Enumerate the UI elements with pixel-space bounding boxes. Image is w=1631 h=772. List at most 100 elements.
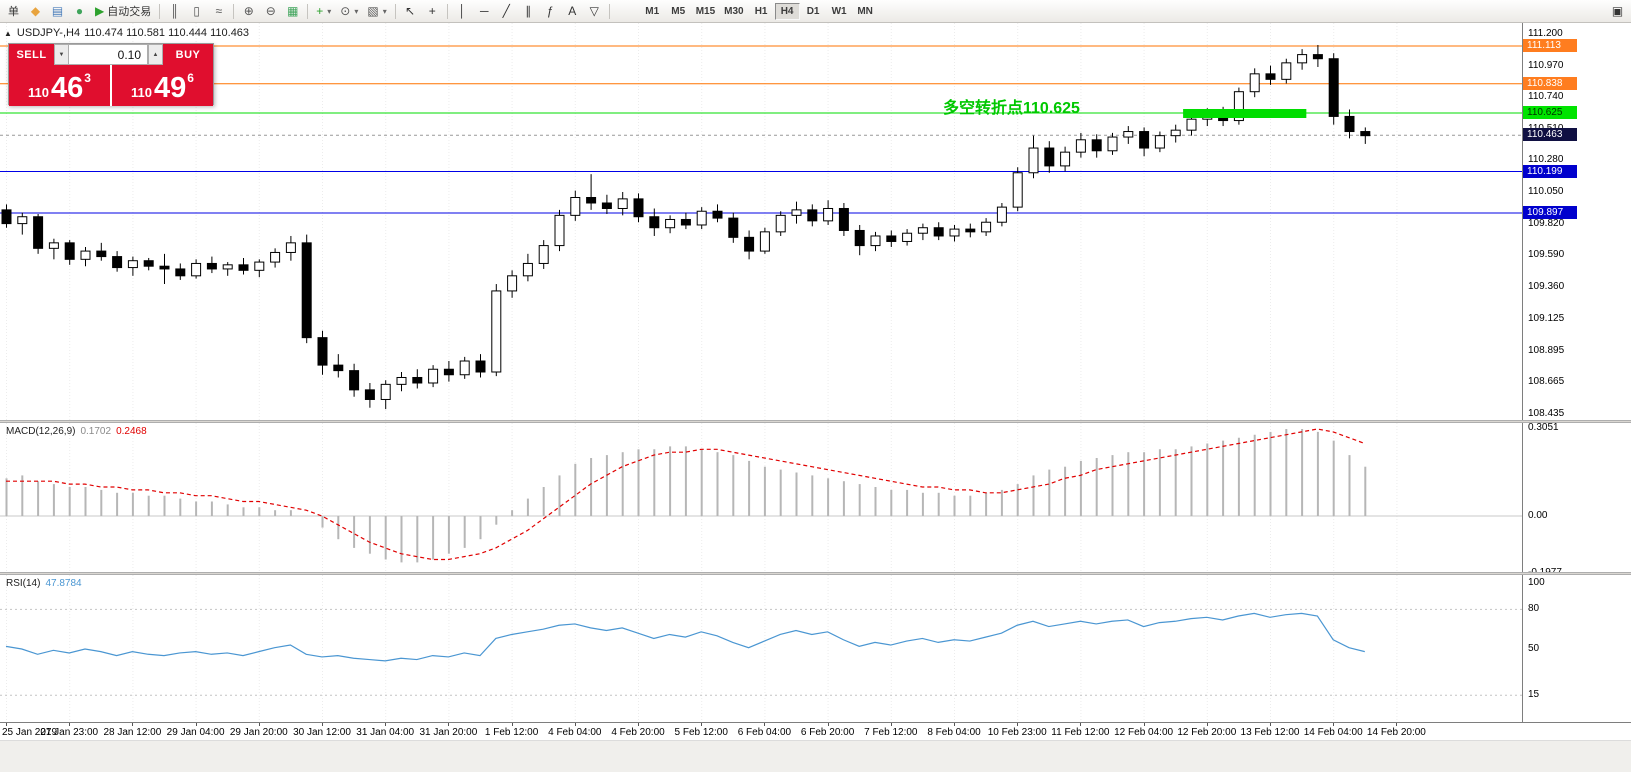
time-axis-label: 25 Jan 2019 <box>2 727 58 738</box>
indicators-button[interactable]: + ▾ <box>312 2 335 21</box>
market-watch-icon: ▤ <box>51 4 64 18</box>
sell-price-display[interactable]: 110 46 3 <box>9 65 110 106</box>
time-axis-label: 8 Feb 04:00 <box>927 727 981 738</box>
price-axis-label: 110.050 <box>1528 186 1564 197</box>
tile-windows-button[interactable]: ▦ <box>282 2 303 21</box>
time-axis-label: 29 Jan 04:00 <box>166 727 225 738</box>
time-axis-tick <box>574 723 576 726</box>
timeframe-h1-button[interactable]: H1 <box>754 5 768 17</box>
macd-name: MACD(12,26,9) <box>6 426 76 437</box>
metaquotes-button[interactable]: ◆ <box>25 2 46 21</box>
time-axis-tick <box>1206 723 1208 726</box>
time-axis-label: 12 Feb 04:00 <box>1114 727 1174 738</box>
timeframe-w1-button[interactable]: W1 <box>831 5 847 17</box>
timeframe-m1-button[interactable]: M1 <box>645 5 660 17</box>
price-axis-label: 108.665 <box>1528 376 1565 388</box>
time-axis-tick <box>764 723 766 726</box>
order-options-button[interactable]: ▼ <box>54 44 69 65</box>
price-divider <box>110 65 112 106</box>
buy-button[interactable]: BUY <box>163 44 213 65</box>
channel-button[interactable]: ∥ <box>518 2 539 21</box>
price-axis-label: 109.820 <box>1528 217 1565 229</box>
rsi-axis-label: 50 <box>1528 643 1540 654</box>
line-chart-icon: ≈ <box>215 4 223 18</box>
macd-main-value: 0.1702 <box>80 426 112 437</box>
window-button[interactable]: ▣ <box>1607 2 1628 21</box>
volume-up-button[interactable]: ▲ <box>148 44 163 65</box>
timeframe-m5-button[interactable]: M5 <box>671 5 686 17</box>
time-axis[interactable]: 25 Jan 2019 27 Jan 23:00 28 Jan 12:00 29 Ja… <box>0 722 1631 740</box>
timeframe-d1-button[interactable]: D1 <box>806 5 820 17</box>
new-order-button[interactable]: 单 <box>3 2 24 21</box>
time-axis-tick <box>195 723 197 726</box>
chevron-up-icon: ▲ <box>152 51 159 58</box>
arrows-button[interactable]: ▽ <box>584 2 605 21</box>
time-axis-label: 31 Jan 20:00 <box>419 727 478 738</box>
timeframe-h4-button[interactable]: H4 <box>774 2 800 20</box>
chart-symbol: USDJPY-,H4 <box>16 27 81 39</box>
time-axis-label: 27 Jan 23:00 <box>40 727 99 738</box>
time-axis-tick <box>701 723 703 726</box>
one-click-collapse-icon[interactable]: ▲ <box>4 28 12 38</box>
candlestick-chart-button[interactable]: ▯ <box>186 2 207 21</box>
sell-price-big: 46 <box>51 72 84 105</box>
text-tool-button[interactable]: A <box>562 2 583 21</box>
autotrading-button[interactable]: ▶ 自动交易 <box>91 2 155 21</box>
zoom-out-button[interactable]: ⊖ <box>260 2 281 21</box>
price-axis[interactable]: 111.200110.970110.740110.510110.280110.0… <box>1522 23 1631 722</box>
crosshair-button[interactable]: + <box>422 2 443 21</box>
channel-icon: ∥ <box>525 4 532 18</box>
time-axis-label: 14 Feb 04:00 <box>1303 727 1363 738</box>
time-axis-label: 12 Feb 20:00 <box>1177 727 1237 738</box>
horizontal-line-button[interactable]: ─ <box>474 2 495 21</box>
rsi-indicator-label: RSI(14) 47.8784 <box>6 578 87 589</box>
time-axis-label: 4 Feb 20:00 <box>611 727 665 738</box>
zoom-in-button[interactable]: ⊕ <box>238 2 259 21</box>
time-axis-tick <box>132 723 134 726</box>
templates-button[interactable]: ▧ ▾ <box>363 2 390 21</box>
market-watch-button[interactable]: ▤ <box>47 2 68 21</box>
horizontal-line-icon: ─ <box>479 4 489 18</box>
buy-price-display[interactable]: 110 49 6 <box>112 65 213 106</box>
volume-input[interactable] <box>69 44 148 65</box>
autotrading-label: 自动交易 <box>107 6 152 18</box>
time-axis-tick <box>1333 723 1335 726</box>
timeframe-m15-button[interactable]: M15 <box>695 5 716 17</box>
timeframe-m30-button[interactable]: M30 <box>724 5 744 17</box>
time-axis-tick <box>322 723 323 726</box>
price-axis-label: 109.590 <box>1528 249 1565 261</box>
autotrading-icon: ▶ <box>95 4 105 18</box>
text-tool-icon: A <box>568 4 577 18</box>
indicators-icon: + <box>316 4 324 18</box>
toolbar-separator <box>233 3 235 19</box>
panel-divider[interactable] <box>0 420 1631 423</box>
time-axis-label: 30 Jan 12:00 <box>293 727 351 738</box>
time-axis-label: 28 Jan 12:00 <box>103 727 162 738</box>
help-button[interactable]: ● <box>69 2 90 21</box>
trendline-button[interactable]: ╱ <box>496 2 517 21</box>
macd-panel[interactable] <box>0 423 1522 572</box>
time-axis-label: 14 Feb 20:00 <box>1366 727 1426 738</box>
periods-button[interactable]: ⊙ ▾ <box>336 2 362 21</box>
status-area <box>0 740 1631 772</box>
chevron-down-icon: ▾ <box>382 6 387 16</box>
panel-divider[interactable] <box>0 572 1631 575</box>
rsi-panel[interactable] <box>0 575 1522 722</box>
cursor-icon: ↖ <box>405 4 416 18</box>
price-axis-label: 108.435 <box>1528 407 1565 419</box>
cursor-button[interactable]: ↖ <box>400 2 421 21</box>
timeframe-mn-button[interactable]: MN <box>857 5 873 17</box>
line-chart-button[interactable]: ≈ <box>208 2 229 21</box>
fibonacci-button[interactable]: ƒ <box>540 2 561 21</box>
sell-button[interactable]: SELL <box>9 44 54 65</box>
macd-indicator-label: MACD(12,26,9) 0.1702 0.2468 <box>6 426 152 437</box>
time-axis-tick <box>511 723 513 726</box>
zoom-out-icon: ⊖ <box>265 4 276 18</box>
rsi-value: 47.8784 <box>45 578 82 589</box>
bar-chart-button[interactable]: ║ <box>164 2 185 21</box>
new-order-label: 单 <box>8 6 19 18</box>
time-axis-tick <box>6 723 7 726</box>
vertical-line-button[interactable]: │ <box>452 2 473 21</box>
time-axis-tick <box>638 723 639 726</box>
main-chart[interactable] <box>0 23 1522 420</box>
